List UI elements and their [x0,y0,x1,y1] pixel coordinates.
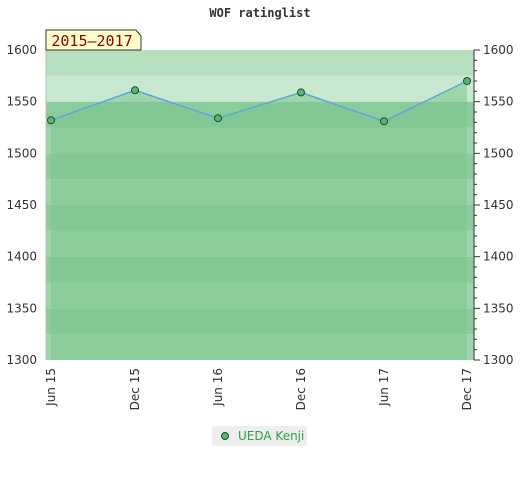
y-tick-label-right: 1400 [483,250,514,264]
y-tick-label-left: 1550 [6,95,37,109]
y-tick-label-left: 1300 [6,353,37,367]
area-layer [51,81,467,360]
x-tick-label: Jun 16 [211,368,225,407]
period-badge: 2015–2017 [45,29,142,51]
axes: 1300 1300 1350 1350 1400 1400 1450 1450 1500 1500… [6,43,513,410]
legend-marker-icon [221,432,229,440]
legend-series-label: UEDA Kenji [238,429,304,443]
y-tick-label-right: 1350 [483,301,514,315]
y-tick-label-left: 1500 [6,146,37,160]
y-tick-label-right: 1500 [483,146,514,160]
y-tick-label-left: 1600 [6,43,37,57]
x-tick-label: Jun 17 [377,368,391,407]
legend[interactable]: UEDA Kenji [212,426,307,446]
legend-background [212,426,307,446]
series-line [50,80,468,123]
x-tick-label: Jun 15 [44,368,58,407]
y-tick-label-left: 1350 [6,301,37,315]
y-tick-label-right: 1600 [483,43,514,57]
x-tick-label: Dec 17 [460,368,474,410]
x-tick-label: Dec 15 [128,368,142,410]
y-tick-label-right: 1550 [483,95,514,109]
data-point [380,117,388,126]
period-badge-shape [45,29,142,51]
data-point [47,116,55,125]
y-tick-label-right: 1300 [483,353,514,367]
x-tick-label: Dec 16 [294,368,308,410]
data-point [214,114,222,123]
y-tick-label-left: 1450 [6,198,37,212]
period-badge-label: 2015–2017 [51,32,132,50]
data-point [463,77,471,85]
chart-title: WOF ratinglist [209,6,310,20]
series-area [51,81,467,360]
background-band [46,75,474,102]
y-tick-label-left: 1400 [6,250,37,264]
data-point [297,88,305,97]
series-layer [47,77,471,126]
data-point [131,86,139,95]
y-tick-label-right: 1450 [483,198,514,212]
background-band [46,50,474,76]
